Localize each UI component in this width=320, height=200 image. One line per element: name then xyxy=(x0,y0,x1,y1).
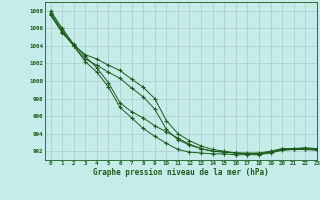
X-axis label: Graphe pression niveau de la mer (hPa): Graphe pression niveau de la mer (hPa) xyxy=(93,168,269,177)
